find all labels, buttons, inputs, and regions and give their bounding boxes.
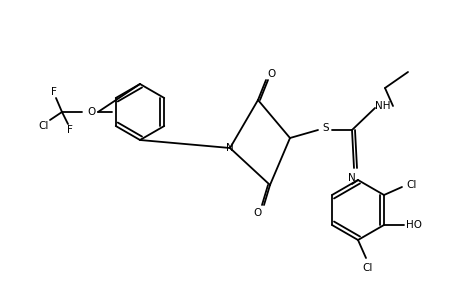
Text: NH: NH bbox=[375, 101, 390, 111]
Text: HO: HO bbox=[405, 220, 421, 230]
Text: Cl: Cl bbox=[362, 263, 372, 273]
Text: F: F bbox=[51, 87, 57, 97]
Text: F: F bbox=[67, 125, 73, 135]
Text: N: N bbox=[226, 143, 233, 153]
Text: S: S bbox=[322, 123, 329, 133]
Text: O: O bbox=[253, 208, 262, 218]
Text: N: N bbox=[347, 173, 355, 183]
Text: O: O bbox=[88, 107, 96, 117]
Text: O: O bbox=[267, 69, 275, 79]
Text: Cl: Cl bbox=[406, 180, 416, 190]
Text: Cl: Cl bbox=[39, 121, 49, 131]
